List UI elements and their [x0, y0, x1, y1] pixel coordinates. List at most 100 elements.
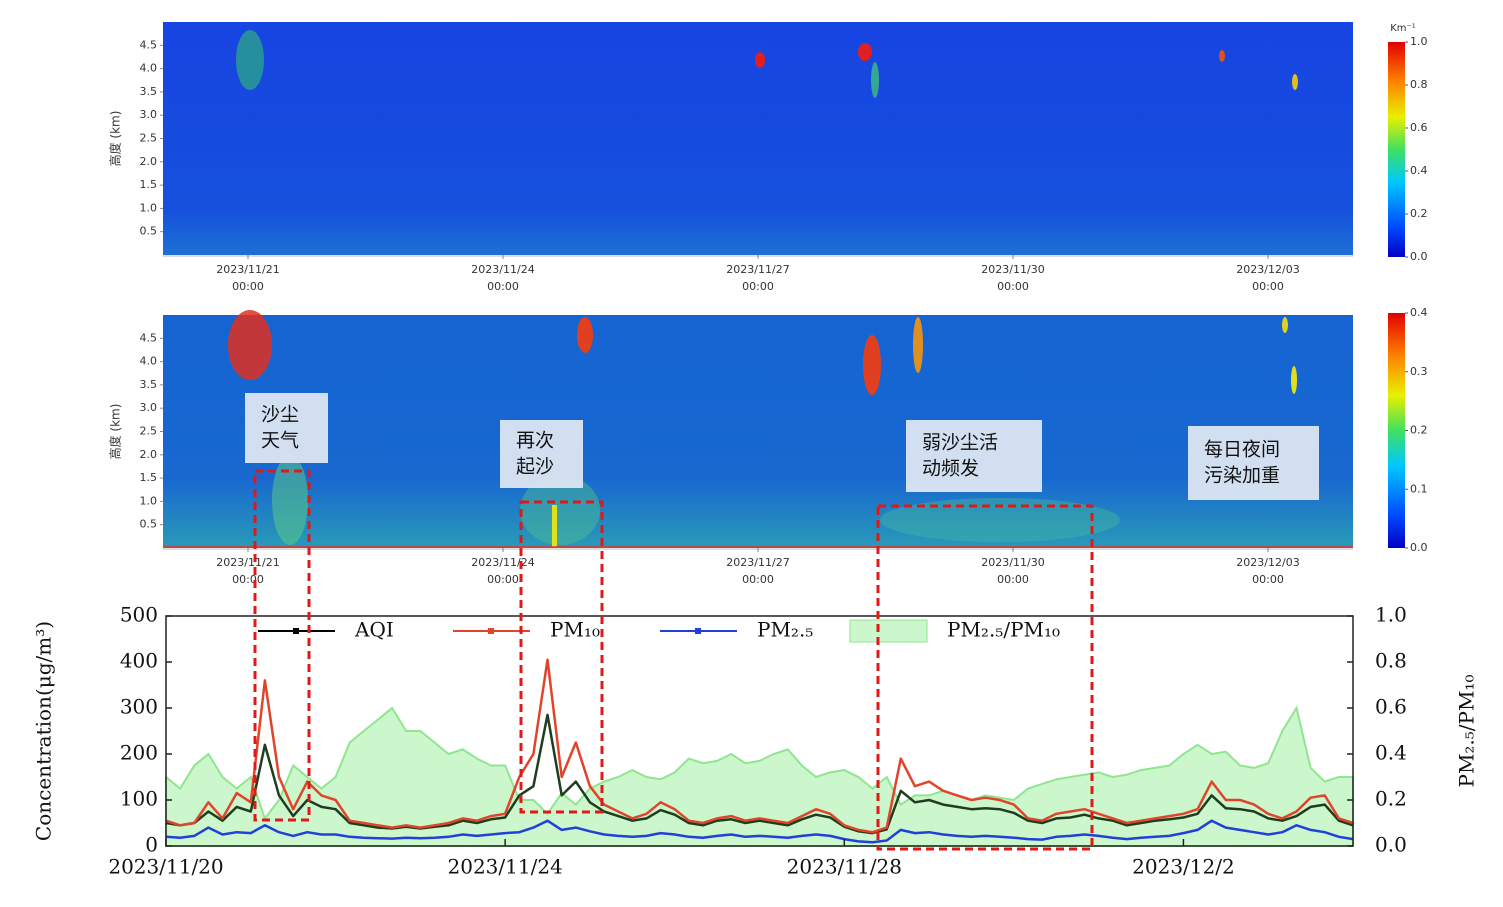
x-tick-sublabel: 00:00: [487, 280, 519, 293]
x-tick-sublabel: 00:00: [997, 280, 1029, 293]
line: [165, 658, 1354, 834]
annotation-text: 起沙: [516, 456, 554, 478]
area: [165, 705, 1354, 847]
colorbar-tick-label: 0.2: [1410, 424, 1428, 437]
annotation-text: 动频发: [922, 458, 979, 480]
x-tick-sublabel: 00:00: [742, 280, 774, 293]
y-tick-label: 300: [120, 695, 158, 719]
y-tick-label: 500: [120, 603, 158, 627]
x-tick-label: 2023/11/21: [216, 556, 279, 569]
colorbar-tick-label: 0.8: [1410, 78, 1428, 91]
y-axis-label: 高度 (km): [108, 111, 123, 167]
colorbar-tick-label: 0.4: [1410, 306, 1428, 319]
y-tick-label: 3.0: [140, 401, 158, 414]
x-tick-sublabel: 00:00: [1252, 573, 1284, 586]
legend-marker: [488, 628, 494, 634]
y-tick-label: 2.0: [140, 155, 158, 168]
line: [165, 713, 1354, 835]
x-tick-sublabel: 00:00: [487, 573, 519, 586]
y-axis-label: 高度 (km): [108, 404, 123, 460]
annotation-box: [906, 420, 1042, 492]
x-tick-sublabel: 00:00: [232, 280, 264, 293]
y-tick-label: 4.5: [140, 331, 158, 344]
y-tick-label: 0.5: [140, 518, 158, 531]
colorbar: [1388, 42, 1405, 257]
y-tick-label: 200: [120, 741, 158, 765]
y2-tick-label: 0.4: [1375, 741, 1407, 765]
y-tick-label: 0: [145, 833, 158, 857]
heatmap-features: [236, 30, 1298, 98]
x-tick-sublabel: 00:00: [1252, 280, 1284, 293]
colorbar-tick-label: 1.0: [1410, 35, 1428, 48]
y-tick-label: 2.5: [140, 425, 158, 438]
y-tick-label: 1.0: [140, 494, 158, 507]
y-tick-label: 3.0: [140, 108, 158, 121]
x-tick-label: 2023/11/28: [787, 855, 902, 879]
x-tick-label: 2023/11/27: [726, 556, 789, 569]
heatmap-image: [163, 315, 1353, 548]
y-tick-label: 100: [120, 787, 158, 811]
y-tick-label: 3.5: [140, 378, 158, 391]
y-tick-label: 3.5: [140, 85, 158, 98]
colorbar-tick-label: 0.0: [1410, 250, 1428, 263]
annotation-text: 污染加重: [1204, 465, 1280, 487]
y2-axis-label: PM₂.₅/PM₁₀: [1455, 674, 1479, 787]
annotation-text: 再次: [516, 430, 554, 452]
y2-tick-label: 1.0: [1375, 603, 1407, 627]
x-tick-label: 2023/11/21: [216, 263, 279, 276]
annotation-text: 弱沙尘活: [922, 432, 998, 454]
y-tick-label: 0.5: [140, 225, 158, 238]
y2-tick-label: 0.6: [1375, 695, 1407, 719]
x-tick-label: 2023/12/2: [1132, 855, 1235, 879]
annotation-text: 沙尘: [261, 404, 299, 426]
colorbar-tick-label: 0.3: [1410, 365, 1428, 378]
legend-label: PM₂.₅/PM₁₀: [947, 618, 1060, 642]
legend-marker: [293, 628, 299, 634]
line: [165, 819, 1354, 844]
colorbar-tick-label: 0.0: [1410, 541, 1428, 554]
y-axis-label: Concentration(μg/m³): [32, 621, 56, 841]
x-tick-label: 2023/11/24: [471, 263, 534, 276]
x-tick-label: 2023/11/24: [471, 556, 534, 569]
annotation-box: [245, 393, 328, 463]
x-tick-label: 2023/12/03: [1236, 263, 1299, 276]
x-tick-sublabel: 00:00: [742, 573, 774, 586]
annotation-text: 每日夜间: [1204, 439, 1280, 461]
highlight-box: [253, 469, 311, 822]
x-tick-label: 2023/11/20: [108, 855, 223, 879]
y-tick-label: 1.0: [140, 201, 158, 214]
colorbar-tick-label: 0.1: [1410, 482, 1428, 495]
x-tick-label: 2023/12/03: [1236, 556, 1299, 569]
colorbar-tick-label: 0.2: [1410, 207, 1428, 220]
x-tick-label: 2023/11/27: [726, 263, 789, 276]
colorbar-label: Km⁻¹: [1390, 23, 1416, 34]
y-tick-label: 400: [120, 649, 158, 673]
annotation-box: [1188, 426, 1319, 500]
x-tick-label: 2023/11/24: [448, 855, 563, 879]
plot-frame: [165, 615, 1354, 847]
legend-swatch: [849, 619, 928, 643]
highlight-box: [876, 504, 1094, 851]
y-tick-label: 4.0: [140, 355, 158, 368]
x-tick-label: 2023/11/30: [981, 556, 1044, 569]
y-tick-label: 2.0: [140, 448, 158, 461]
colorbar-tick-label: 0.4: [1410, 164, 1428, 177]
y2-tick-label: 0.0: [1375, 833, 1407, 857]
legend-marker: [695, 628, 701, 634]
legend-label: PM₁₀: [550, 618, 600, 642]
highlight-box: [519, 500, 604, 814]
y-tick-label: 4.5: [140, 38, 158, 51]
annotation-box: [500, 420, 583, 488]
y-tick-label: 4.0: [140, 62, 158, 75]
x-tick-label: 2023/11/30: [981, 263, 1044, 276]
x-tick-sublabel: 00:00: [997, 573, 1029, 586]
legend-label: PM₂.₅: [757, 618, 813, 642]
x-tick-sublabel: 00:00: [232, 573, 264, 586]
legend-label: AQI: [354, 618, 394, 642]
colorbar-tick-label: 0.6: [1410, 121, 1428, 134]
y-tick-label: 2.5: [140, 132, 158, 145]
y-tick-label: 1.5: [140, 178, 158, 191]
heatmap-features: [228, 310, 1297, 547]
y-tick-label: 1.5: [140, 471, 158, 484]
